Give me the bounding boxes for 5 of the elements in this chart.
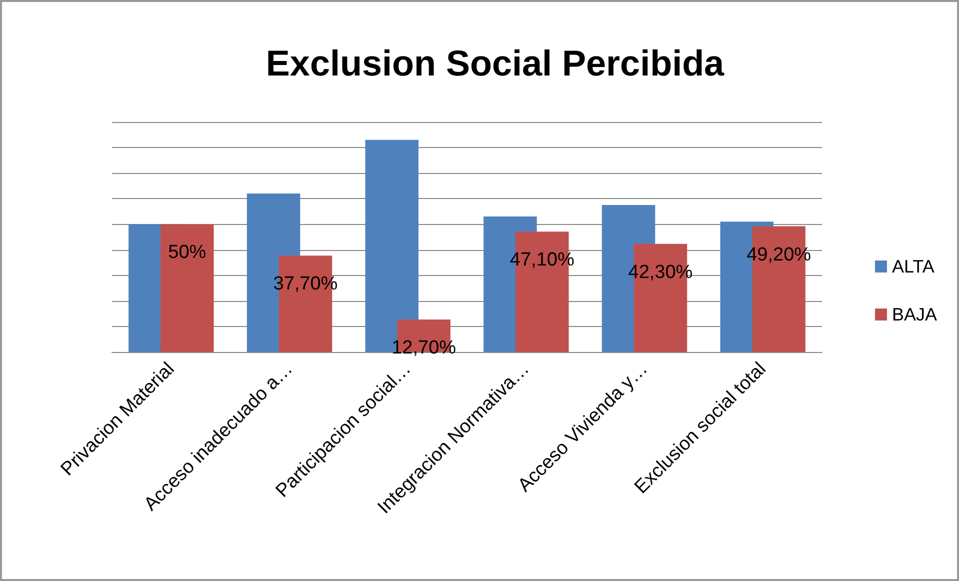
legend-label: BAJA	[892, 304, 938, 324]
bar	[160, 224, 214, 352]
chart-title: Exclusion Social Percibida	[266, 42, 726, 84]
data-label: 50%	[168, 242, 206, 264]
legend-label: ALTA	[892, 256, 934, 276]
